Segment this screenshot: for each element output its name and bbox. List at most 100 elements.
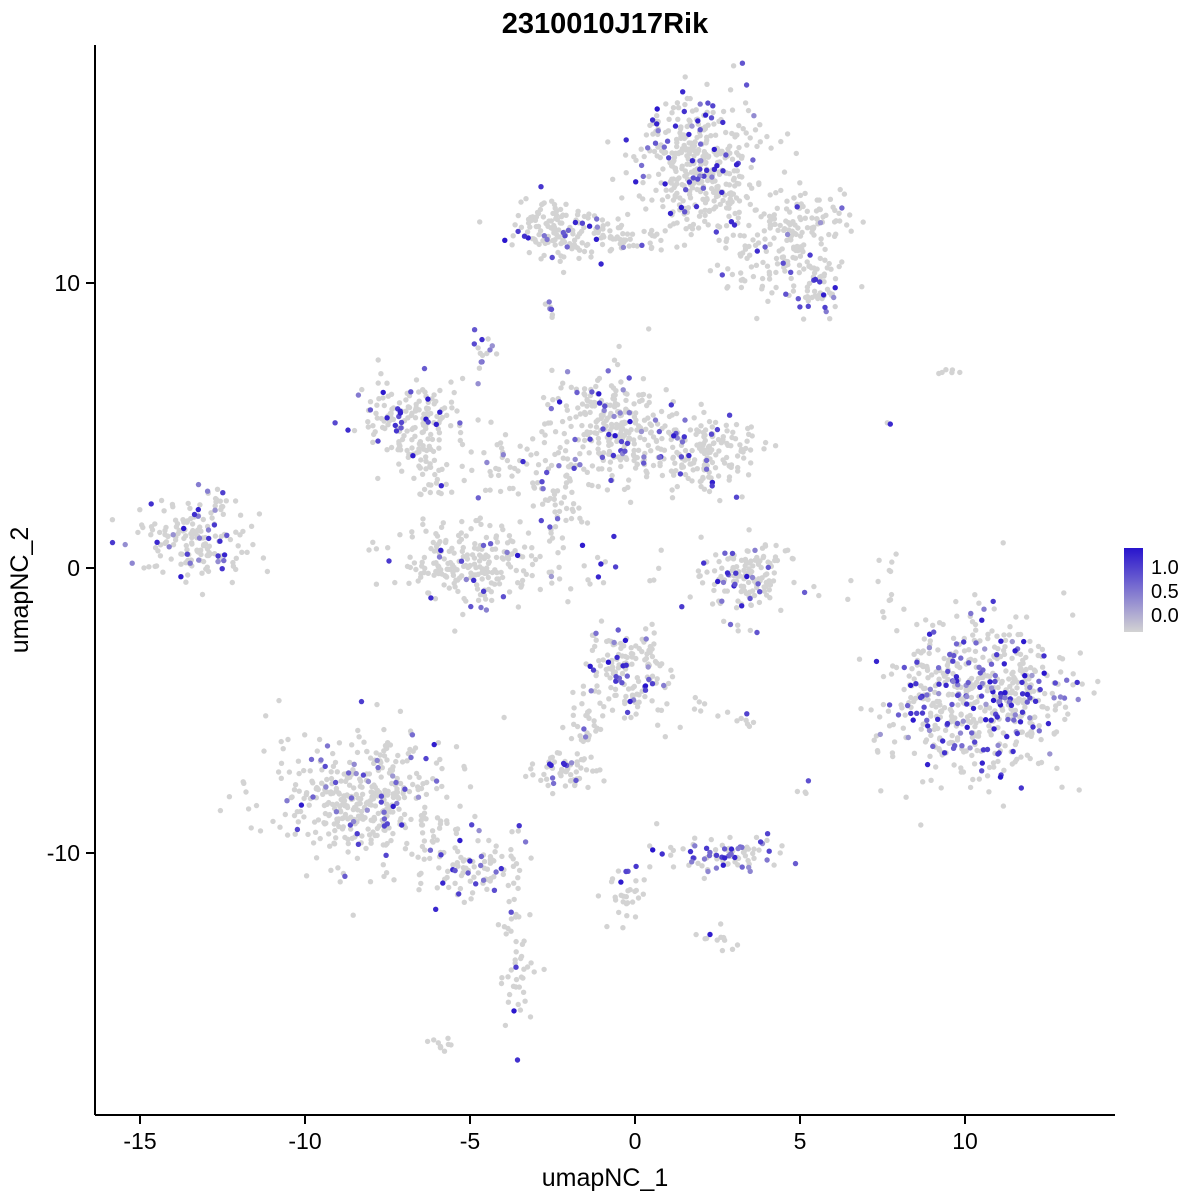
cell-point — [759, 275, 766, 282]
cell-point — [515, 875, 521, 881]
cell-point — [522, 998, 528, 1004]
cell-point — [663, 101, 669, 107]
cell-point — [184, 547, 190, 553]
cell-point — [319, 767, 325, 773]
cell-point — [705, 222, 711, 228]
cell-point — [729, 130, 735, 137]
cell-point — [814, 216, 820, 222]
cell-point — [931, 629, 937, 635]
cell-point — [927, 753, 933, 759]
cell-point — [481, 450, 487, 456]
cell-point — [942, 727, 949, 733]
cell-point — [504, 457, 511, 464]
cell-point — [355, 795, 361, 801]
cell-point — [748, 424, 754, 430]
cell-point — [575, 405, 581, 411]
cell-point — [640, 173, 646, 180]
cell-point — [660, 166, 666, 172]
cell-point — [651, 641, 657, 647]
cell-point — [1009, 638, 1015, 645]
cell-point — [235, 543, 241, 549]
cell-point — [881, 614, 887, 621]
cell-point — [373, 410, 379, 416]
cell-point — [1012, 698, 1019, 704]
cell-point — [294, 809, 300, 815]
cell-point — [667, 210, 674, 217]
cell-point — [419, 563, 425, 569]
cell-point — [438, 524, 445, 530]
cell-point — [220, 511, 226, 517]
cell-point — [355, 392, 362, 398]
cell-point — [612, 686, 619, 692]
cell-point — [965, 679, 971, 686]
cell-point — [754, 143, 760, 150]
cell-point — [1062, 716, 1068, 723]
cell-point — [659, 197, 666, 203]
cell-point — [450, 862, 456, 868]
cell-point — [702, 150, 708, 156]
cell-point — [1015, 679, 1021, 685]
cell-point — [497, 488, 504, 495]
cell-point — [563, 403, 570, 409]
cell-point — [415, 786, 421, 793]
cell-point — [599, 454, 606, 460]
cell-point — [449, 545, 455, 551]
cell-point — [444, 818, 450, 824]
cell-point — [487, 541, 494, 547]
cell-point — [461, 899, 467, 905]
cell-point — [433, 531, 439, 537]
cell-point — [511, 896, 517, 903]
cell-point — [558, 773, 564, 779]
cell-point — [691, 706, 698, 712]
cell-point — [351, 427, 358, 434]
cell-point — [920, 721, 926, 727]
cell-point — [482, 596, 489, 602]
cell-point — [746, 222, 752, 229]
cell-point — [533, 239, 539, 245]
cell-point — [480, 542, 487, 549]
cell-point — [528, 766, 534, 772]
cell-point — [208, 510, 214, 516]
cell-point — [754, 248, 760, 254]
cell-point — [1024, 732, 1031, 738]
cell-point — [563, 201, 569, 207]
cell-point — [367, 399, 374, 405]
cell-point — [936, 747, 943, 753]
cell-point — [572, 219, 579, 226]
cell-point — [477, 219, 483, 225]
cell-point — [525, 530, 532, 536]
cell-point — [679, 462, 685, 468]
cell-point — [408, 754, 414, 761]
cell-point — [626, 375, 632, 381]
cell-point — [631, 441, 637, 447]
cell-point — [586, 450, 592, 456]
cell-point — [397, 532, 403, 538]
cell-point — [452, 845, 458, 851]
cell-point — [1028, 648, 1034, 654]
cell-point — [918, 726, 924, 732]
cell-point — [698, 401, 704, 407]
cell-point — [374, 701, 380, 708]
cell-point — [656, 428, 662, 435]
cell-point — [930, 743, 936, 750]
cell-point — [407, 554, 413, 560]
cell-point — [536, 231, 542, 238]
cell-point — [593, 424, 600, 430]
cell-point — [610, 176, 616, 182]
cell-point — [413, 377, 420, 383]
cell-point — [443, 481, 449, 487]
cell-point — [556, 576, 563, 582]
cell-point — [539, 429, 545, 435]
cell-point — [556, 234, 562, 240]
cell-point — [684, 153, 690, 159]
cell-point — [748, 264, 755, 270]
cell-point — [740, 583, 747, 590]
cell-point — [437, 416, 443, 423]
cell-point — [636, 645, 642, 652]
cell-point — [559, 418, 566, 425]
cell-point — [672, 192, 678, 199]
cell-point — [725, 146, 731, 152]
cell-point — [700, 429, 707, 436]
cell-point — [697, 573, 703, 579]
cell-point — [448, 379, 454, 385]
